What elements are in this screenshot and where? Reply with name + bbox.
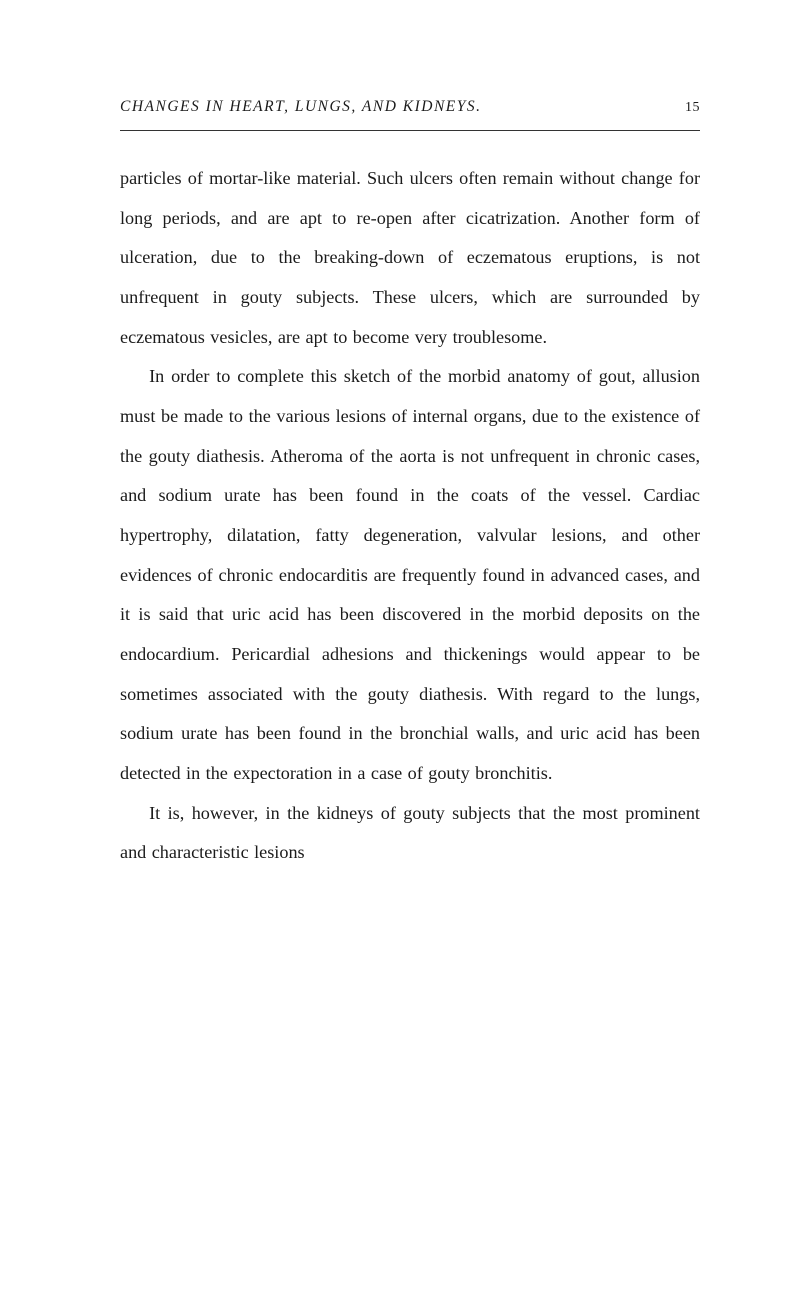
running-head-title: CHANGES IN HEART, LUNGS, AND KIDNEYS. <box>120 98 482 116</box>
header-rule <box>120 130 700 131</box>
body-text: particles of mortar-like material. Such … <box>120 159 700 873</box>
paragraph: particles of mortar-like material. Such … <box>120 159 700 357</box>
paragraph: In order to complete this sketch of the … <box>120 357 700 793</box>
paragraph: It is, however, in the kidneys of gouty … <box>120 794 700 873</box>
page: CHANGES IN HEART, LUNGS, AND KIDNEYS. 15… <box>0 0 800 1290</box>
page-number: 15 <box>685 100 700 116</box>
running-head: CHANGES IN HEART, LUNGS, AND KIDNEYS. 15 <box>120 98 700 116</box>
